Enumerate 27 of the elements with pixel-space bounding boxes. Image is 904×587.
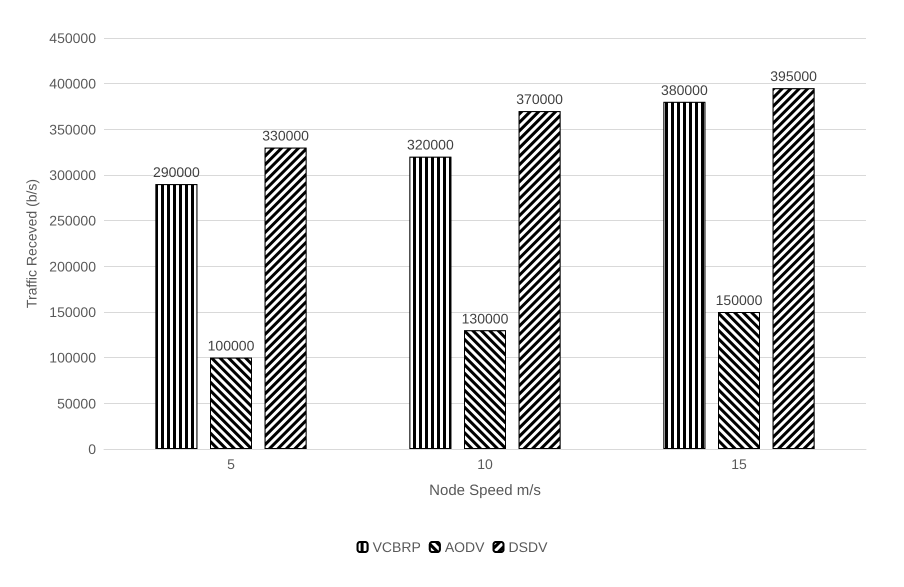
data-label: 290000 bbox=[153, 164, 200, 180]
y-tick-label: 100000 bbox=[49, 350, 96, 366]
data-label: 320000 bbox=[407, 136, 454, 153]
y-tick-label: 300000 bbox=[49, 167, 96, 183]
y-tick-label: 0 bbox=[88, 441, 96, 457]
y-tick-label: 150000 bbox=[49, 304, 96, 320]
x-axis-title: Node Speed m/s bbox=[429, 482, 541, 499]
y-tick-label: 200000 bbox=[49, 258, 96, 274]
y-tick-label: 250000 bbox=[49, 212, 96, 229]
x-tick-label: 10 bbox=[477, 456, 493, 472]
data-label: 380000 bbox=[661, 82, 708, 98]
y-tick-label: 400000 bbox=[49, 76, 96, 92]
legend-label: AODV bbox=[444, 539, 486, 555]
y-tick-label: 350000 bbox=[49, 121, 96, 138]
legend-label: VCBRP bbox=[372, 539, 421, 555]
legend-label: DSDV bbox=[508, 539, 548, 555]
data-label: 370000 bbox=[516, 91, 564, 108]
x-tick-label: 15 bbox=[731, 456, 747, 472]
data-label: 330000 bbox=[262, 128, 310, 144]
y-tick-label: 450000 bbox=[49, 30, 96, 46]
y-axis-title: Traffic Receved (b/s) bbox=[23, 178, 40, 308]
data-label: 130000 bbox=[462, 310, 509, 326]
y-tick-label: 50000 bbox=[57, 395, 96, 412]
data-label: 395000 bbox=[770, 68, 818, 84]
data-label: 150000 bbox=[716, 292, 763, 308]
x-tick-label: 5 bbox=[227, 456, 236, 472]
data-label: 100000 bbox=[208, 338, 255, 354]
